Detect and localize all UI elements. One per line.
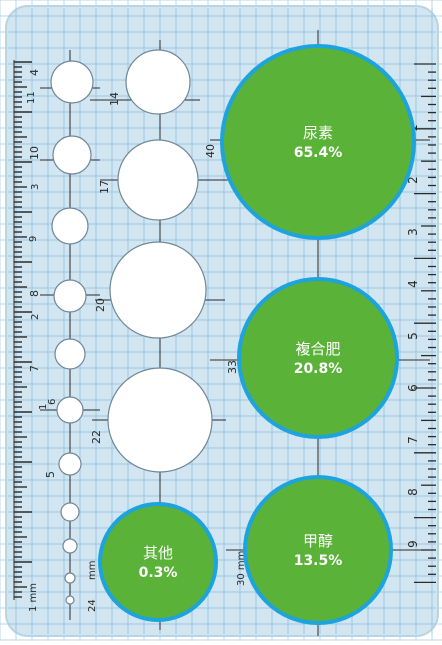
stencil-hole [107,367,213,473]
slice-percent: 65.4% [294,145,343,161]
stencil-hole [58,452,82,476]
stencil-label: 40 [204,144,217,158]
slice-label: 複合肥 [295,340,340,358]
stencil-hole [65,595,75,605]
stencil-hole [64,572,76,584]
stencil-label: 1 [38,404,49,410]
inch-tick-label: 5 [406,332,420,340]
stencil-label: 2 [30,314,41,320]
data-circle [98,502,218,622]
stencil-hole [50,60,94,104]
left-ruler [13,60,32,600]
stencil-label: 3 [30,184,41,190]
stencil-label: 11 [26,91,37,104]
stencil-labels: 4 11 10 3 9 8 2 7 1 6 5 14 17 20 22 40 3… [26,69,247,612]
stencil-label: 33 [226,360,239,374]
inch-tick-label: 4 [406,280,420,288]
data-circles: 尿素 65.4% 複合肥 20.8% 甲醇 13.5% 其他 0.3% [98,44,416,625]
inch-tick-label: 6 [406,384,420,392]
data-circle [220,44,416,240]
data-circle [237,277,399,439]
slice-label: 尿素 [303,124,333,142]
inch-tick-label: 3 [406,228,420,236]
stencil-hole [62,538,78,554]
stencil-hole [117,139,199,221]
stencil-label: 1 mm [28,583,39,612]
stencil-label: 8 [28,290,41,297]
stencil-label: 7 [28,365,41,372]
stencil-label: 14 [108,92,121,106]
data-circle [243,475,393,625]
stencil-hole [125,49,191,115]
stencil-label: 24 [87,599,98,612]
stencil-label: 10 [28,146,41,160]
right-ruler: 123456789 [406,63,436,584]
inch-tick-label: 2 [406,176,420,184]
stencil-label: 22 [90,430,103,444]
stencil-hole [53,279,87,313]
stencil-label: 17 [98,180,111,194]
stencil-label: 20 [94,298,107,312]
slice-percent: 20.8% [294,361,343,377]
slice-label: 其他 [143,544,173,562]
inch-tick-label: 7 [406,436,420,444]
stencil-label: 4 [28,69,41,76]
slice-percent: 13.5% [294,553,343,569]
stencil-label: 30 mm [236,551,247,586]
stencil-label: mm [87,561,98,580]
stencil-hole [60,502,80,522]
stencil-hole [54,338,86,370]
slice-label: 甲醇 [303,532,333,550]
stencil-holes [50,49,213,605]
slice-percent: 0.3% [139,565,178,581]
stencil-hole [51,207,89,245]
stencil-hole [52,135,92,175]
stencil-label: 9 [28,236,39,242]
stencil-hole [109,241,207,339]
stencil-label: 6 [47,399,58,405]
stencil-hole [56,396,84,424]
stencil-label: 5 [44,471,57,478]
inch-tick-label: 9 [406,540,420,548]
inch-tick-label: 8 [406,488,420,496]
